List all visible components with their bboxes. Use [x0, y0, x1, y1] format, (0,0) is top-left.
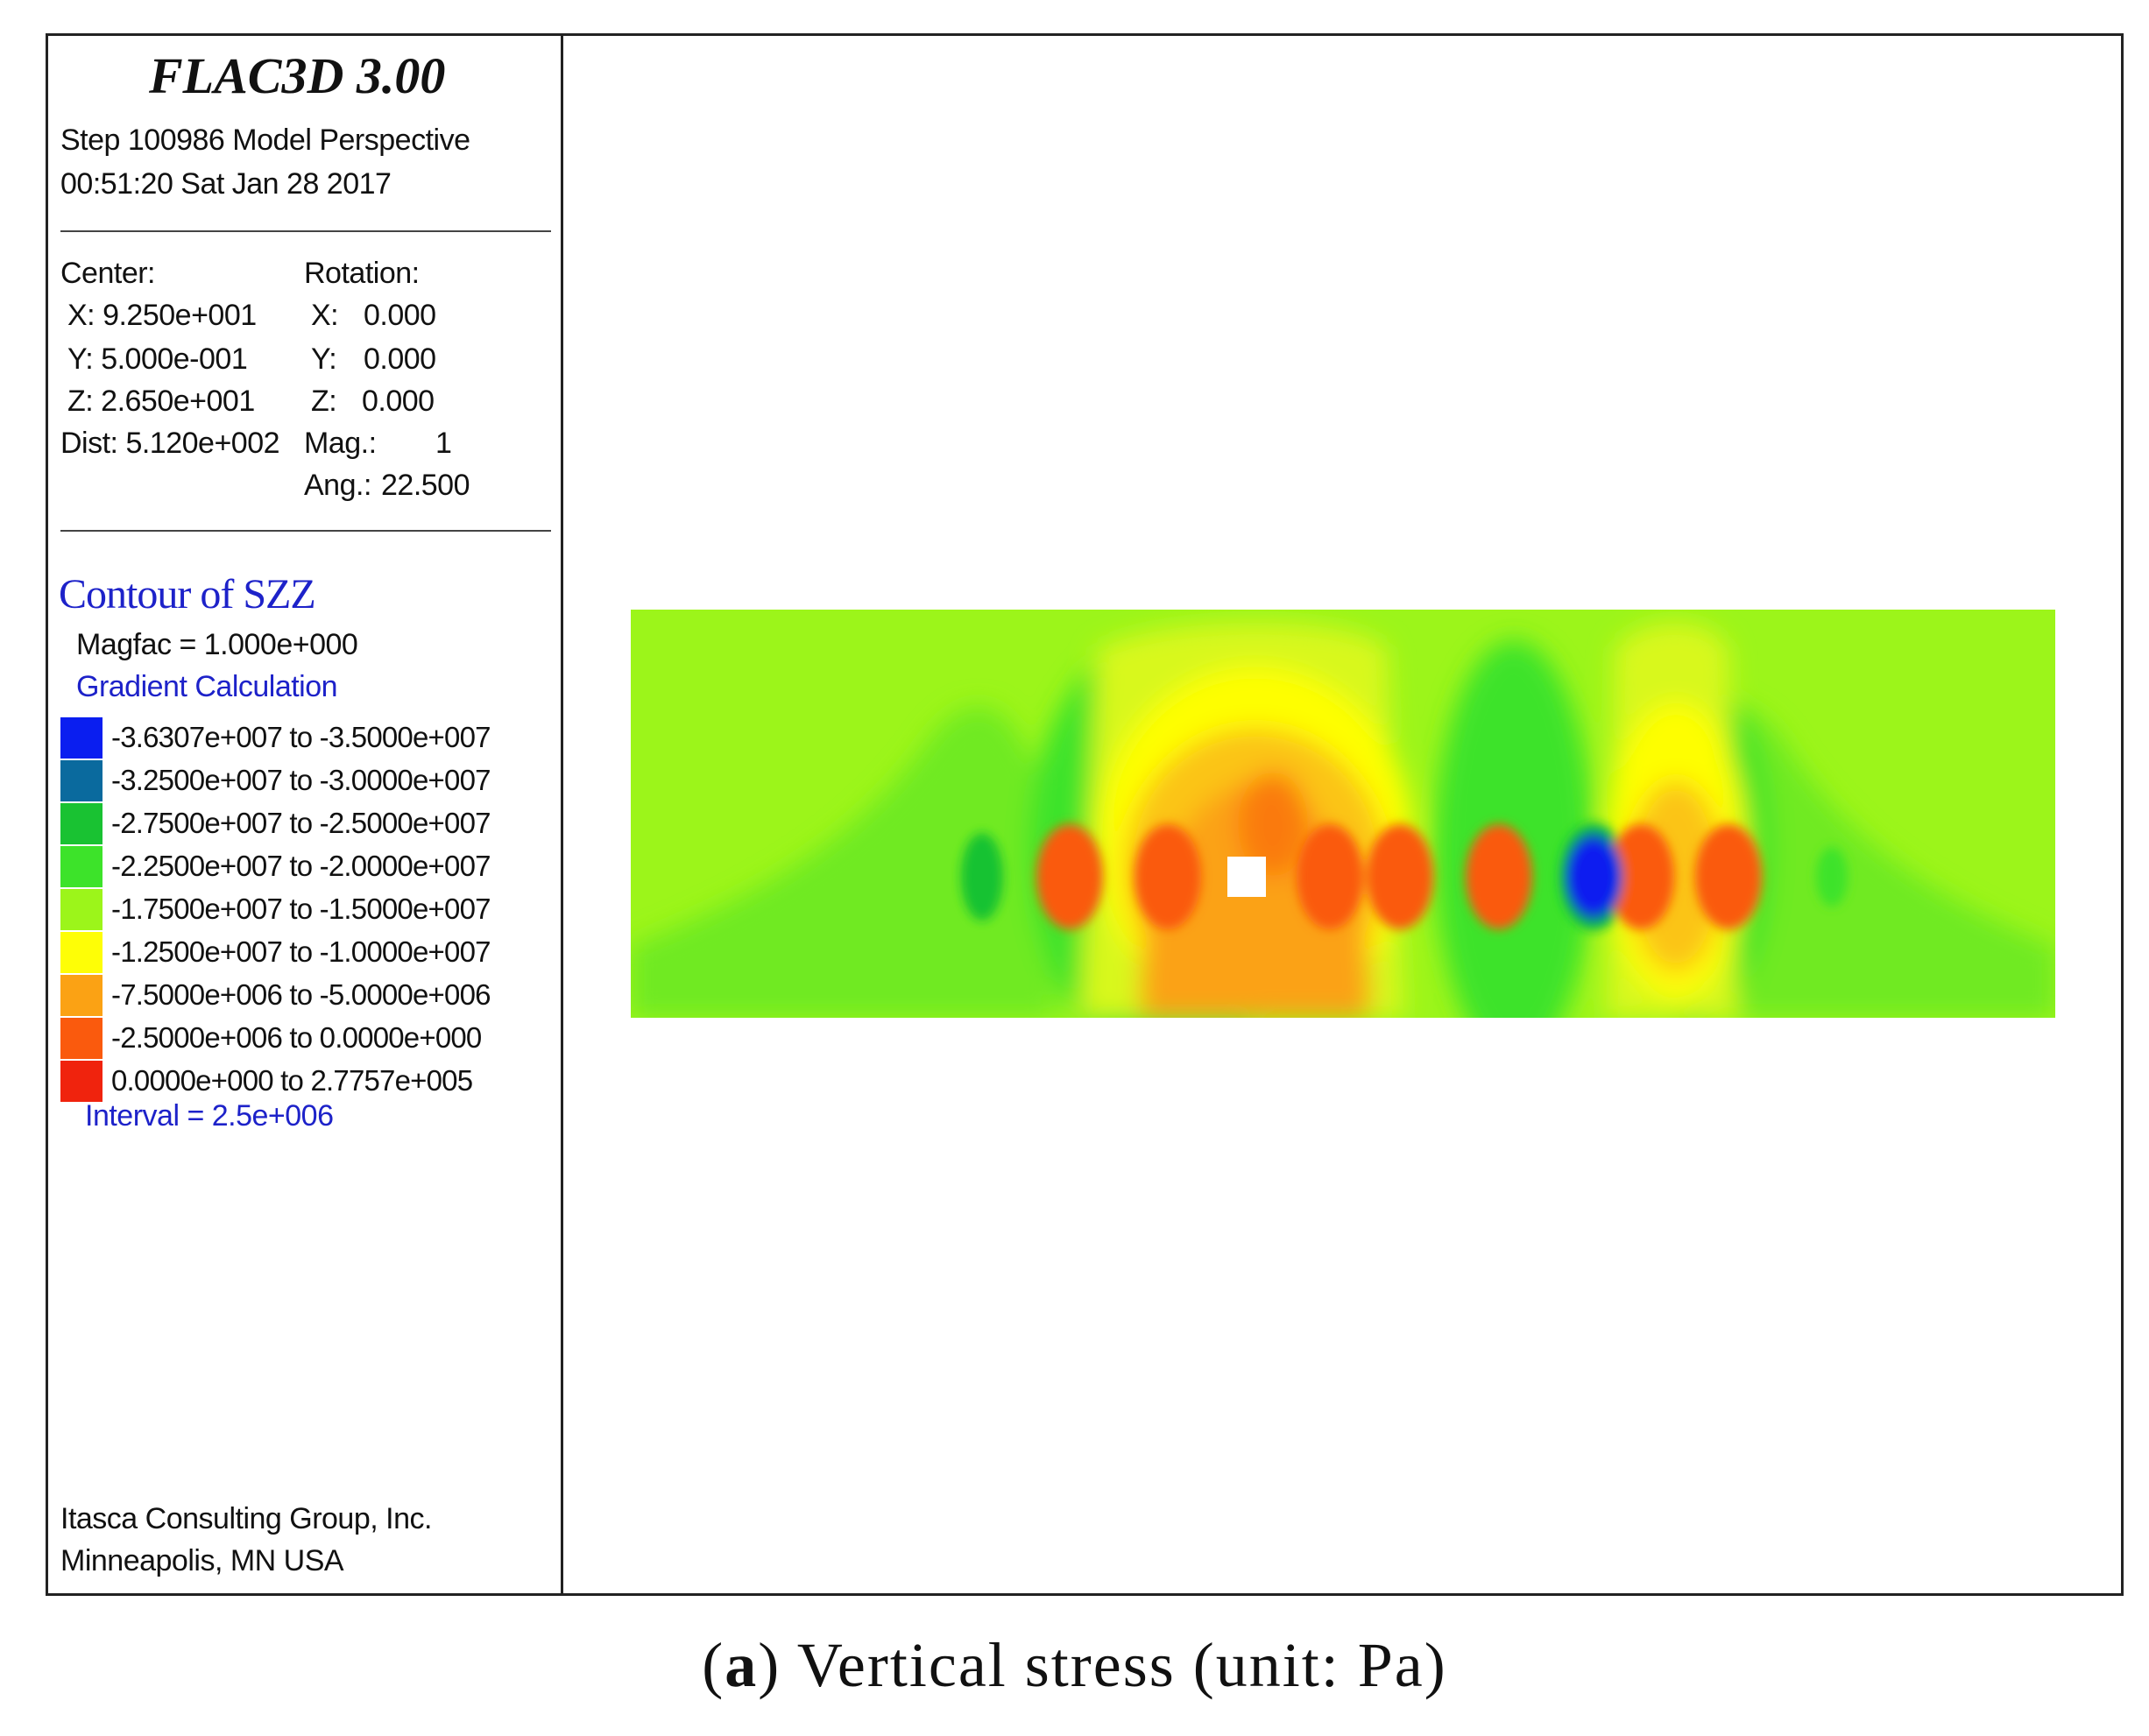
- legend-label: -1.2500e+007 to -1.0000e+007: [111, 935, 491, 968]
- model-view[interactable]: [563, 36, 2121, 1593]
- figure-caption: (a) Vertical stress (unit: Pa): [702, 1630, 1447, 1700]
- mag: 1: [435, 427, 452, 460]
- legend-label: -3.2500e+007 to -3.0000e+007: [111, 764, 491, 796]
- excavation-void: [1227, 857, 1266, 897]
- ang: 22.500: [381, 469, 470, 502]
- app-title: FLAC3D 3.00: [149, 47, 446, 104]
- caption-text: Vertical stress (unit: Pa): [796, 1630, 1447, 1700]
- rot-y: 0.000: [364, 342, 436, 376]
- center-label: Center:: [60, 257, 156, 290]
- contour-field: [631, 610, 2055, 1018]
- info-panel: FLAC3D 3.00 Step 100986 Model Perspectiv…: [48, 36, 563, 1593]
- legend-swatch: [60, 932, 103, 973]
- legend-swatch: [60, 846, 103, 887]
- legend-label: -1.7500e+007 to -1.5000e+007: [111, 893, 491, 925]
- contour-title: Contour of SZZ: [59, 571, 316, 617]
- caption-tag: a: [725, 1630, 759, 1700]
- legend-swatch: [60, 1018, 103, 1059]
- legend-swatch: [60, 975, 103, 1016]
- divider: [60, 530, 551, 532]
- legend-label: -3.6307e+007 to -3.5000e+007: [111, 721, 491, 753]
- magfac: Magfac = 1.000e+000: [76, 628, 358, 661]
- rot-y-label: Y:: [311, 342, 337, 376]
- rot-z-label: Z:: [311, 385, 337, 418]
- legend-swatch: [60, 760, 103, 801]
- flac3d-window: FLAC3D 3.00 Step 100986 Model Perspectiv…: [46, 33, 2124, 1596]
- ang-label: Ang.:: [304, 469, 371, 502]
- legend-swatch: [60, 803, 103, 844]
- footer-company: Itasca Consulting Group, Inc.: [60, 1502, 432, 1535]
- legend-label: -2.7500e+007 to -2.5000e+007: [111, 807, 491, 839]
- footer-location: Minneapolis, MN USA: [60, 1544, 344, 1577]
- legend-swatch: [60, 889, 103, 930]
- center-y: Y: 5.000e-001: [67, 342, 248, 376]
- rot-x-label: X:: [311, 299, 339, 332]
- dist: Dist: 5.120e+002: [60, 427, 280, 460]
- legend-label: 0.0000e+000 to 2.7757e+005: [111, 1064, 473, 1097]
- gradient-calculation: Gradient Calculation: [76, 670, 338, 703]
- interval: Interval = 2.5e+006: [85, 1099, 334, 1133]
- rotation-label: Rotation:: [304, 257, 420, 290]
- legend-label: -2.2500e+007 to -2.0000e+007: [111, 850, 491, 882]
- rot-x: 0.000: [364, 299, 436, 332]
- step-line: Step 100986 Model Perspective: [60, 123, 470, 157]
- center-z: Z: 2.650e+001: [67, 385, 255, 418]
- legend-label: -7.5000e+006 to -5.0000e+006: [111, 978, 491, 1011]
- szz-contour-plot: [631, 610, 2055, 1018]
- legend-swatch: [60, 717, 103, 759]
- mag-label: Mag.:: [304, 427, 377, 460]
- center-x: X: 9.250e+001: [67, 299, 257, 332]
- date-line: 00:51:20 Sat Jan 28 2017: [60, 167, 392, 201]
- legend-label: -2.5000e+006 to 0.0000e+000: [111, 1021, 482, 1054]
- divider: [60, 230, 551, 232]
- rot-z: 0.000: [362, 385, 435, 418]
- legend-swatch: [60, 1061, 103, 1102]
